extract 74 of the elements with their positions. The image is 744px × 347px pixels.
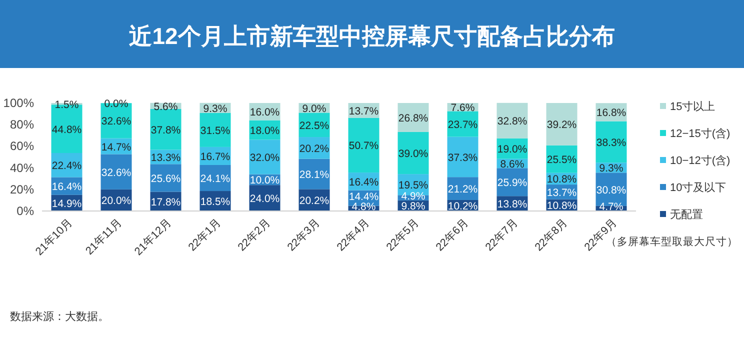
- data-label: 4.7%: [599, 201, 624, 213]
- y-tick-label: 40%: [10, 160, 34, 175]
- x-tick-label: 22年7月: [483, 216, 520, 254]
- data-label: 16.0%: [250, 106, 280, 119]
- data-label: 32.6%: [101, 116, 132, 128]
- data-label: 20.0%: [101, 195, 132, 208]
- data-label: 31.5%: [200, 124, 230, 137]
- x-tick-label: 21年11月: [84, 216, 124, 258]
- y-tick-label: 60%: [10, 139, 34, 154]
- data-label: 22.4%: [52, 160, 82, 172]
- data-label: 32.8%: [497, 116, 528, 128]
- data-label: 20.2%: [299, 142, 330, 155]
- data-label: 24.0%: [250, 193, 280, 206]
- data-label: 37.8%: [150, 124, 181, 136]
- data-label: 32.6%: [101, 166, 132, 179]
- data-label: 22.5%: [299, 120, 330, 132]
- source-note: 数据来源：大数据。: [10, 310, 109, 323]
- data-label: 23.7%: [448, 119, 478, 132]
- data-label: 14.7%: [101, 141, 132, 154]
- data-label: 16.4%: [348, 176, 379, 188]
- x-tick-label: 21年10月: [34, 216, 75, 258]
- data-label: 19.0%: [497, 144, 528, 156]
- text: （多屏幕车型取最大尺寸）: [606, 235, 738, 248]
- data-label: 30.8%: [596, 184, 626, 196]
- data-label: 26.8%: [398, 112, 428, 124]
- data-label: 39.2%: [546, 119, 577, 132]
- legend-label: 10−12寸(含): [670, 154, 730, 167]
- data-label: 20.2%: [299, 195, 330, 208]
- data-label: 25.6%: [150, 172, 181, 185]
- data-label: 9.8%: [401, 200, 426, 213]
- data-label: 16.4%: [52, 181, 82, 194]
- data-label: 9.0%: [302, 102, 326, 115]
- data-label: 18.0%: [250, 125, 280, 137]
- data-label: 16.8%: [596, 107, 626, 120]
- legend-label: 10寸及以下: [670, 181, 726, 194]
- data-label: 4.9%: [401, 190, 426, 203]
- data-label: 8.6%: [500, 158, 524, 170]
- data-label: 39.0%: [398, 148, 428, 160]
- x-tick-label: 21年12月: [132, 216, 174, 258]
- x-tick-label: 22年3月: [285, 216, 322, 254]
- x-tick-label: 22年1月: [186, 216, 224, 254]
- x-tick-label: 22年4月: [334, 216, 372, 254]
- data-label: 14.4%: [348, 191, 379, 203]
- data-label: 50.7%: [348, 140, 379, 152]
- data-label: 38.3%: [596, 136, 626, 149]
- data-label: 25.5%: [546, 154, 577, 166]
- data-label: 24.1%: [200, 173, 230, 186]
- data-label: 14.9%: [52, 198, 82, 210]
- x-tick-label: 22年5月: [384, 216, 422, 254]
- data-label: 9.3%: [599, 162, 624, 175]
- y-tick-label: 80%: [10, 118, 34, 132]
- data-label: 28.1%: [299, 169, 330, 182]
- title: 近12个月上市新车型中控屏幕尺寸配备占比分布: [129, 23, 615, 49]
- data-label: 44.8%: [52, 124, 82, 136]
- y-tick-label: 20%: [10, 182, 34, 196]
- x-tick-label: 22年6月: [434, 216, 471, 254]
- data-label: 18.5%: [200, 196, 230, 208]
- y-tick-label: 100%: [3, 96, 34, 110]
- data-label: 19.5%: [398, 180, 428, 192]
- x-tick-label: 22年2月: [236, 216, 273, 254]
- x-tick-label: 22年8月: [532, 216, 570, 254]
- data-label: 9.3%: [203, 102, 228, 115]
- data-label: 16.7%: [200, 150, 230, 163]
- legend-label: 无配置: [670, 209, 703, 221]
- data-label: 37.3%: [448, 152, 478, 164]
- legend-label: 15寸以上: [670, 100, 716, 113]
- data-label: 7.6%: [450, 102, 475, 114]
- data-label: 32.0%: [250, 152, 280, 164]
- data-label: 21.2%: [448, 184, 478, 196]
- data-label: 4.8%: [352, 201, 376, 213]
- y-tick-label: 0%: [16, 204, 34, 218]
- legend-label: 12−15寸(含): [670, 127, 730, 140]
- data-label: 17.8%: [150, 196, 181, 208]
- data-label: 25.9%: [497, 177, 528, 190]
